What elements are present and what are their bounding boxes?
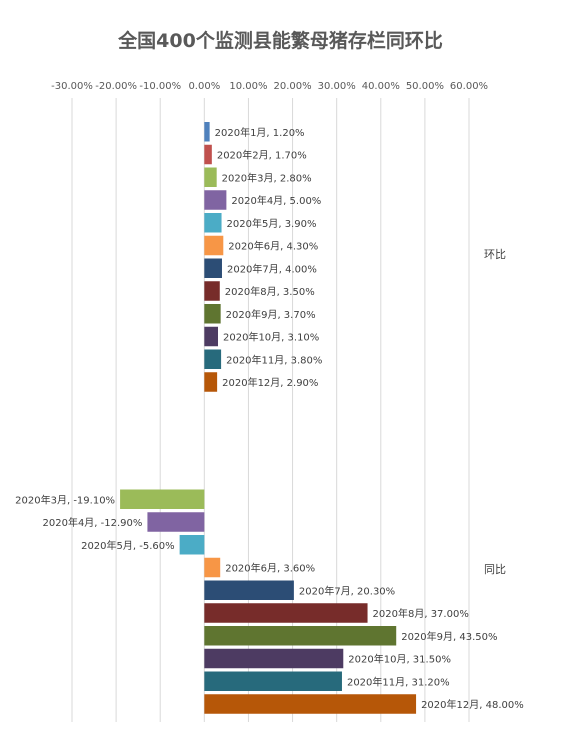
category-label: 同比 bbox=[484, 563, 506, 576]
x-tick-label: -30.00% bbox=[51, 81, 93, 92]
x-tick-label: 0.00% bbox=[188, 81, 220, 92]
data-label: 2020年3月, -19.10% bbox=[15, 493, 115, 506]
x-tick-label: 20.00% bbox=[273, 81, 311, 92]
bar bbox=[204, 372, 218, 392]
data-label: 2020年11月, 31.20% bbox=[347, 675, 450, 688]
bar bbox=[147, 512, 205, 532]
data-label: 2020年4月, -12.90% bbox=[43, 516, 143, 529]
x-tick-label: -10.00% bbox=[139, 81, 181, 92]
data-label: 2020年11月, 3.80% bbox=[226, 353, 322, 366]
data-label: 2020年6月, 4.30% bbox=[228, 240, 318, 253]
chart-title: 全国400个监测县能繁母猪存栏同环比 bbox=[118, 30, 443, 52]
x-tick-label: 10.00% bbox=[229, 81, 267, 92]
x-tick-label: 30.00% bbox=[318, 81, 356, 92]
x-tick-label: 50.00% bbox=[406, 81, 444, 92]
x-tick-label: -20.00% bbox=[95, 81, 137, 92]
bar bbox=[204, 213, 222, 233]
data-label: 2020年7月, 20.30% bbox=[299, 584, 395, 597]
bar bbox=[204, 648, 344, 669]
bar bbox=[204, 122, 210, 142]
data-label: 2020年9月, 43.50% bbox=[401, 630, 497, 643]
bar bbox=[204, 144, 212, 165]
bar bbox=[204, 326, 219, 347]
data-label: 2020年10月, 31.50% bbox=[348, 653, 451, 666]
bar bbox=[204, 603, 368, 623]
category-label: 环比 bbox=[484, 248, 506, 261]
x-tick-label: 40.00% bbox=[362, 81, 400, 92]
bar bbox=[204, 671, 342, 691]
bar bbox=[204, 694, 417, 714]
bar bbox=[204, 557, 221, 578]
data-label: 2020年9月, 3.70% bbox=[226, 308, 316, 321]
bar bbox=[204, 235, 224, 256]
bar bbox=[204, 167, 217, 187]
data-label: 2020年4月, 5.00% bbox=[231, 194, 321, 207]
data-label: 2020年1月, 1.20% bbox=[215, 126, 305, 139]
bar bbox=[204, 281, 220, 301]
data-label: 2020年8月, 37.00% bbox=[373, 607, 469, 620]
bar bbox=[204, 349, 222, 369]
bar bbox=[204, 580, 294, 600]
data-label: 2020年6月, 3.60% bbox=[225, 562, 315, 575]
data-label: 2020年12月, 2.90% bbox=[222, 376, 318, 389]
bar bbox=[204, 190, 227, 210]
data-label: 2020年10月, 3.10% bbox=[223, 331, 319, 344]
bar bbox=[204, 304, 221, 324]
data-label: 2020年2月, 1.70% bbox=[217, 149, 307, 162]
data-label: 2020年3月, 2.80% bbox=[222, 171, 312, 184]
bar bbox=[179, 535, 205, 555]
data-label: 2020年12月, 48.00% bbox=[421, 698, 524, 711]
data-label: 2020年8月, 3.50% bbox=[225, 285, 315, 298]
data-label: 2020年7月, 4.00% bbox=[227, 262, 317, 275]
bar bbox=[204, 258, 222, 278]
bar bbox=[120, 489, 205, 509]
x-tick-label: 60.00% bbox=[450, 81, 488, 92]
data-label: 2020年5月, -5.60% bbox=[81, 539, 175, 552]
data-label: 2020年5月, 3.90% bbox=[227, 217, 317, 230]
bar bbox=[204, 626, 397, 646]
